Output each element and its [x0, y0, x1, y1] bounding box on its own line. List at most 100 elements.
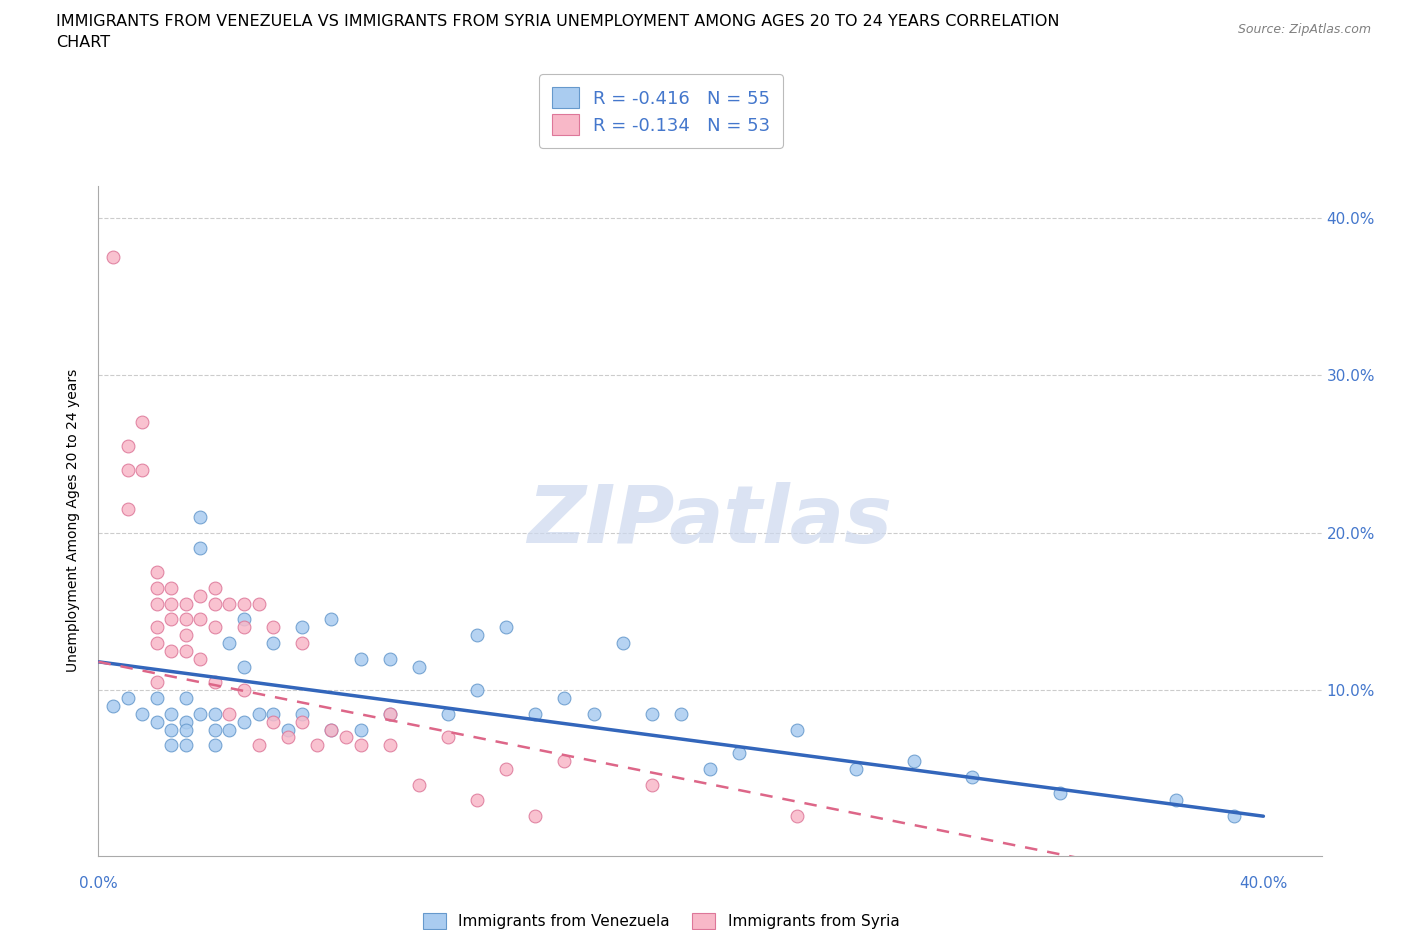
Point: [641, 707, 664, 722]
Point: [495, 762, 517, 777]
Point: [160, 612, 183, 627]
Point: [378, 707, 401, 722]
Point: [117, 501, 139, 516]
Point: [188, 707, 212, 722]
Point: [349, 737, 371, 752]
Point: [160, 737, 183, 752]
Point: [277, 722, 299, 737]
Point: [145, 619, 167, 634]
Text: Source: ZipAtlas.com: Source: ZipAtlas.com: [1237, 23, 1371, 36]
Point: [204, 707, 226, 722]
Point: [160, 644, 183, 658]
Point: [218, 722, 240, 737]
Point: [233, 683, 256, 698]
Point: [291, 714, 314, 729]
Point: [204, 619, 226, 634]
Point: [174, 628, 197, 643]
Point: [233, 596, 256, 611]
Point: [321, 722, 343, 737]
Point: [437, 730, 460, 745]
Point: [728, 746, 751, 761]
Point: [291, 707, 314, 722]
Text: 0.0%: 0.0%: [79, 876, 118, 891]
Point: [188, 510, 212, 525]
Point: [117, 462, 139, 477]
Point: [247, 737, 270, 752]
Point: [145, 565, 167, 579]
Point: [262, 619, 284, 634]
Point: [204, 580, 226, 595]
Point: [262, 635, 284, 650]
Point: [188, 588, 212, 603]
Point: [378, 737, 401, 752]
Point: [160, 580, 183, 595]
Point: [524, 809, 547, 824]
Point: [131, 707, 153, 722]
Point: [117, 691, 139, 706]
Point: [160, 596, 183, 611]
Point: [218, 707, 240, 722]
Point: [408, 777, 430, 792]
Text: ZIPatlas: ZIPatlas: [527, 482, 893, 560]
Point: [117, 439, 139, 454]
Point: [218, 596, 240, 611]
Point: [131, 462, 153, 477]
Point: [903, 753, 925, 768]
Point: [349, 651, 371, 666]
Point: [145, 691, 167, 706]
Point: [582, 707, 605, 722]
Point: [669, 707, 692, 722]
Point: [408, 659, 430, 674]
Point: [188, 612, 212, 627]
Point: [553, 691, 575, 706]
Point: [233, 619, 256, 634]
Point: [160, 722, 183, 737]
Point: [188, 541, 212, 556]
Point: [291, 635, 314, 650]
Point: [204, 737, 226, 752]
Point: [204, 675, 226, 690]
Point: [145, 635, 167, 650]
Point: [145, 580, 167, 595]
Point: [145, 675, 167, 690]
Point: [262, 707, 284, 722]
Point: [378, 707, 401, 722]
Point: [204, 722, 226, 737]
Point: [291, 619, 314, 634]
Point: [131, 415, 153, 430]
Y-axis label: Unemployment Among Ages 20 to 24 years: Unemployment Among Ages 20 to 24 years: [66, 369, 80, 672]
Point: [218, 635, 240, 650]
Text: IMMIGRANTS FROM VENEZUELA VS IMMIGRANTS FROM SYRIA UNEMPLOYMENT AMONG AGES 20 TO: IMMIGRANTS FROM VENEZUELA VS IMMIGRANTS …: [56, 14, 1060, 29]
Text: CHART: CHART: [56, 35, 110, 50]
Point: [204, 596, 226, 611]
Point: [641, 777, 664, 792]
Point: [277, 730, 299, 745]
Point: [233, 659, 256, 674]
Point: [524, 707, 547, 722]
Point: [335, 730, 357, 745]
Point: [174, 612, 197, 627]
Point: [465, 793, 488, 808]
Point: [465, 628, 488, 643]
Point: [174, 722, 197, 737]
Point: [174, 714, 197, 729]
Point: [247, 707, 270, 722]
Point: [174, 691, 197, 706]
Text: 40.0%: 40.0%: [1239, 876, 1288, 891]
Point: [786, 722, 808, 737]
Point: [145, 714, 167, 729]
Point: [1049, 785, 1071, 800]
Point: [612, 635, 634, 650]
Point: [1164, 793, 1187, 808]
Point: [233, 714, 256, 729]
Point: [845, 762, 868, 777]
Point: [188, 651, 212, 666]
Point: [349, 722, 371, 737]
Point: [305, 737, 328, 752]
Point: [145, 596, 167, 611]
Point: [786, 809, 808, 824]
Point: [101, 698, 124, 713]
Point: [321, 722, 343, 737]
Point: [960, 769, 983, 784]
Point: [465, 683, 488, 698]
